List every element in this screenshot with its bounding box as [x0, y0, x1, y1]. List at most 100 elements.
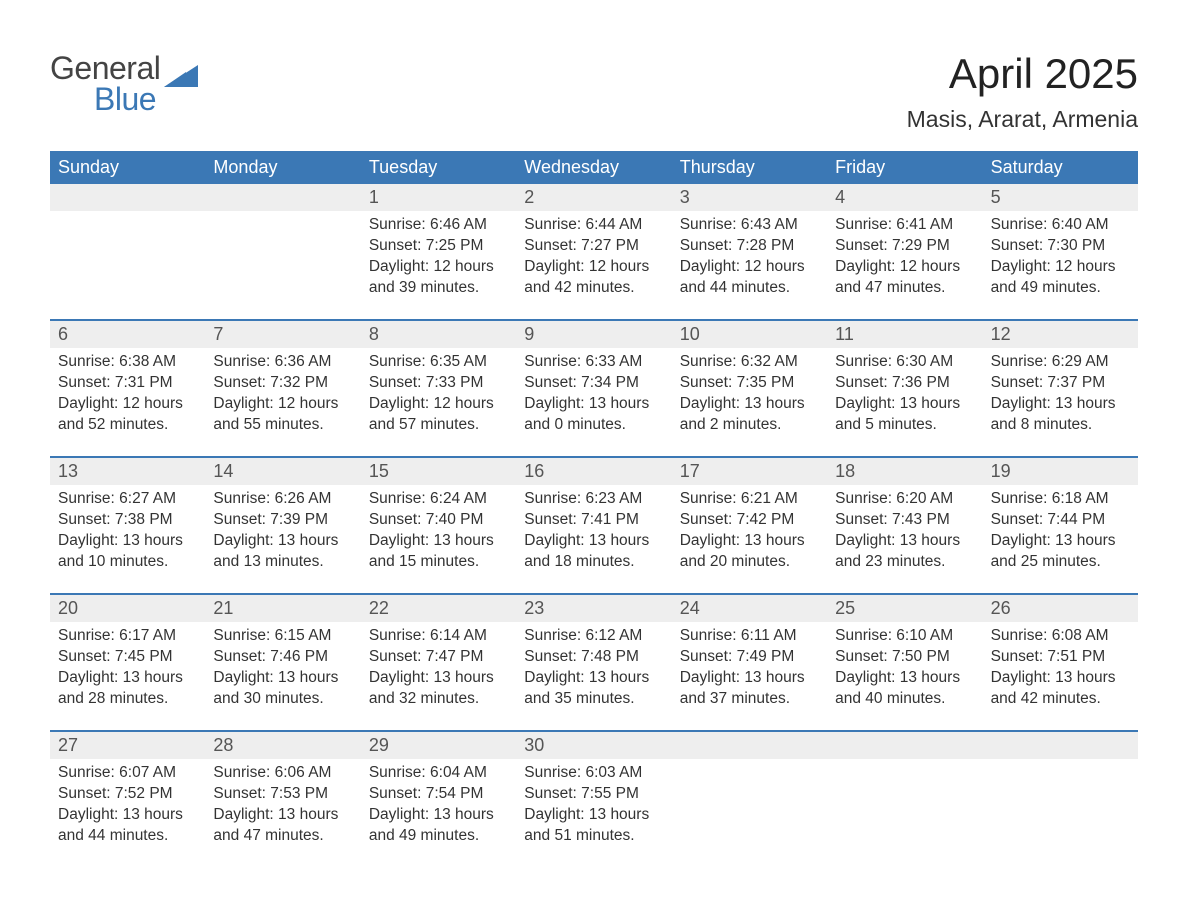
- day-cell: Sunrise: 6:04 AMSunset: 7:54 PMDaylight:…: [361, 759, 516, 867]
- weekday-header: Monday: [205, 151, 360, 184]
- day-cell: Sunrise: 6:18 AMSunset: 7:44 PMDaylight:…: [983, 485, 1138, 593]
- weekday-header: Tuesday: [361, 151, 516, 184]
- brand-line2: Blue: [94, 81, 198, 118]
- daylight-text: Daylight: 12 hours: [369, 257, 508, 278]
- daylight-text: Daylight: 13 hours: [680, 531, 819, 552]
- sunrise-text: Sunrise: 6:46 AM: [369, 215, 508, 236]
- daylight-text: and 42 minutes.: [524, 278, 663, 299]
- daylight-text: and 0 minutes.: [524, 415, 663, 436]
- sunset-text: Sunset: 7:35 PM: [680, 373, 819, 394]
- day-cell: Sunrise: 6:21 AMSunset: 7:42 PMDaylight:…: [672, 485, 827, 593]
- day-cell: Sunrise: 6:29 AMSunset: 7:37 PMDaylight:…: [983, 348, 1138, 456]
- day-number: 28: [205, 732, 360, 759]
- daylight-text: Daylight: 12 hours: [991, 257, 1130, 278]
- sunrise-text: Sunrise: 6:15 AM: [213, 626, 352, 647]
- location-subtitle: Masis, Ararat, Armenia: [907, 106, 1138, 133]
- daylight-text: Daylight: 13 hours: [835, 531, 974, 552]
- day-number: 24: [672, 595, 827, 622]
- sunset-text: Sunset: 7:40 PM: [369, 510, 508, 531]
- sunrise-text: Sunrise: 6:11 AM: [680, 626, 819, 647]
- daylight-text: and 55 minutes.: [213, 415, 352, 436]
- day-cell: Sunrise: 6:03 AMSunset: 7:55 PMDaylight:…: [516, 759, 671, 867]
- day-number: 11: [827, 321, 982, 348]
- sunrise-text: Sunrise: 6:07 AM: [58, 763, 197, 784]
- daylight-text: and 13 minutes.: [213, 552, 352, 573]
- day-number-row: 27282930: [50, 730, 1138, 759]
- day-cell: Sunrise: 6:12 AMSunset: 7:48 PMDaylight:…: [516, 622, 671, 730]
- daylight-text: Daylight: 12 hours: [680, 257, 819, 278]
- day-content-row: Sunrise: 6:38 AMSunset: 7:31 PM Daylight:…: [50, 348, 1138, 456]
- sunset-text: Sunset: 7:28 PM: [680, 236, 819, 257]
- day-number: 29: [361, 732, 516, 759]
- sunset-text: Sunset: 7:27 PM: [524, 236, 663, 257]
- daylight-text: and 35 minutes.: [524, 689, 663, 710]
- brand-logo: General Blue: [50, 50, 198, 118]
- sunrise-text: Sunrise: 6:14 AM: [369, 626, 508, 647]
- sunrise-text: Sunrise: 6:43 AM: [680, 215, 819, 236]
- day-cell: Sunrise: 6:43 AMSunset: 7:28 PMDaylight:…: [672, 211, 827, 319]
- day-number: 3: [672, 184, 827, 211]
- sunrise-text: Sunrise: 6:17 AM: [58, 626, 197, 647]
- daylight-text: and 5 minutes.: [835, 415, 974, 436]
- sunrise-text: Sunrise: 6:06 AM: [213, 763, 352, 784]
- daylight-text: and 2 minutes.: [680, 415, 819, 436]
- sunrise-text: Sunrise: 6:36 AM: [213, 352, 352, 373]
- sunrise-text: Sunrise: 6:12 AM: [524, 626, 663, 647]
- day-cell: Sunrise: 6:35 AMSunset: 7:33 PMDaylight:…: [361, 348, 516, 456]
- day-number: 21: [205, 595, 360, 622]
- daylight-text: and 40 minutes.: [835, 689, 974, 710]
- sunset-text: Sunset: 7:37 PM: [991, 373, 1130, 394]
- sunset-text: Sunset: 7:32 PM: [213, 373, 352, 394]
- daylight-text: and 49 minutes.: [991, 278, 1130, 299]
- daylight-text: Daylight: 13 hours: [369, 531, 508, 552]
- calendar-grid: Sunday Monday Tuesday Wednesday Thursday…: [50, 151, 1138, 867]
- daylight-text: and 52 minutes.: [58, 415, 197, 436]
- sunset-text: Sunset: 7:46 PM: [213, 647, 352, 668]
- daylight-text: Daylight: 13 hours: [991, 668, 1130, 689]
- daylight-text: and 57 minutes.: [369, 415, 508, 436]
- daylight-text: and 23 minutes.: [835, 552, 974, 573]
- daylight-text: and 18 minutes.: [524, 552, 663, 573]
- daylight-text: Daylight: 13 hours: [213, 531, 352, 552]
- day-number: [827, 732, 982, 759]
- sunset-text: Sunset: 7:45 PM: [58, 647, 197, 668]
- day-number: 26: [983, 595, 1138, 622]
- sunset-text: Sunset: 7:48 PM: [524, 647, 663, 668]
- daylight-text: Daylight: 12 hours: [835, 257, 974, 278]
- daylight-text: and 37 minutes.: [680, 689, 819, 710]
- daylight-text: Daylight: 13 hours: [680, 668, 819, 689]
- sunrise-text: Sunrise: 6:21 AM: [680, 489, 819, 510]
- sunrise-text: Sunrise: 6:35 AM: [369, 352, 508, 373]
- sunrise-text: Sunrise: 6:38 AM: [58, 352, 197, 373]
- daylight-text: Daylight: 13 hours: [991, 394, 1130, 415]
- day-number-row: 12345: [50, 184, 1138, 211]
- daylight-text: and 15 minutes.: [369, 552, 508, 573]
- day-cell: Sunrise: 6:14 AMSunset: 7:47 PMDaylight:…: [361, 622, 516, 730]
- sunset-text: Sunset: 7:43 PM: [835, 510, 974, 531]
- sunrise-text: Sunrise: 6:32 AM: [680, 352, 819, 373]
- sunrise-text: Sunrise: 6:30 AM: [835, 352, 974, 373]
- sunset-text: Sunset: 7:49 PM: [680, 647, 819, 668]
- day-number: [50, 184, 205, 211]
- daylight-text: Daylight: 13 hours: [369, 805, 508, 826]
- sunrise-text: Sunrise: 6:04 AM: [369, 763, 508, 784]
- day-cell: Sunrise: 6:07 AMSunset: 7:52 PMDaylight:…: [50, 759, 205, 867]
- day-number: 15: [361, 458, 516, 485]
- sunset-text: Sunset: 7:55 PM: [524, 784, 663, 805]
- sunset-text: Sunset: 7:31 PM: [58, 373, 197, 394]
- day-number: 14: [205, 458, 360, 485]
- daylight-text: and 30 minutes.: [213, 689, 352, 710]
- daylight-text: and 20 minutes.: [680, 552, 819, 573]
- daylight-text: Daylight: 13 hours: [213, 805, 352, 826]
- sunrise-text: Sunrise: 6:44 AM: [524, 215, 663, 236]
- daylight-text: and 42 minutes.: [991, 689, 1130, 710]
- day-cell: Sunrise: 6:33 AMSunset: 7:34 PMDaylight:…: [516, 348, 671, 456]
- sunrise-text: Sunrise: 6:03 AM: [524, 763, 663, 784]
- daylight-text: Daylight: 13 hours: [524, 805, 663, 826]
- sunset-text: Sunset: 7:42 PM: [680, 510, 819, 531]
- daylight-text: Daylight: 13 hours: [58, 805, 197, 826]
- sunset-text: Sunset: 7:53 PM: [213, 784, 352, 805]
- day-number: 6: [50, 321, 205, 348]
- daylight-text: Daylight: 12 hours: [369, 394, 508, 415]
- day-number: 2: [516, 184, 671, 211]
